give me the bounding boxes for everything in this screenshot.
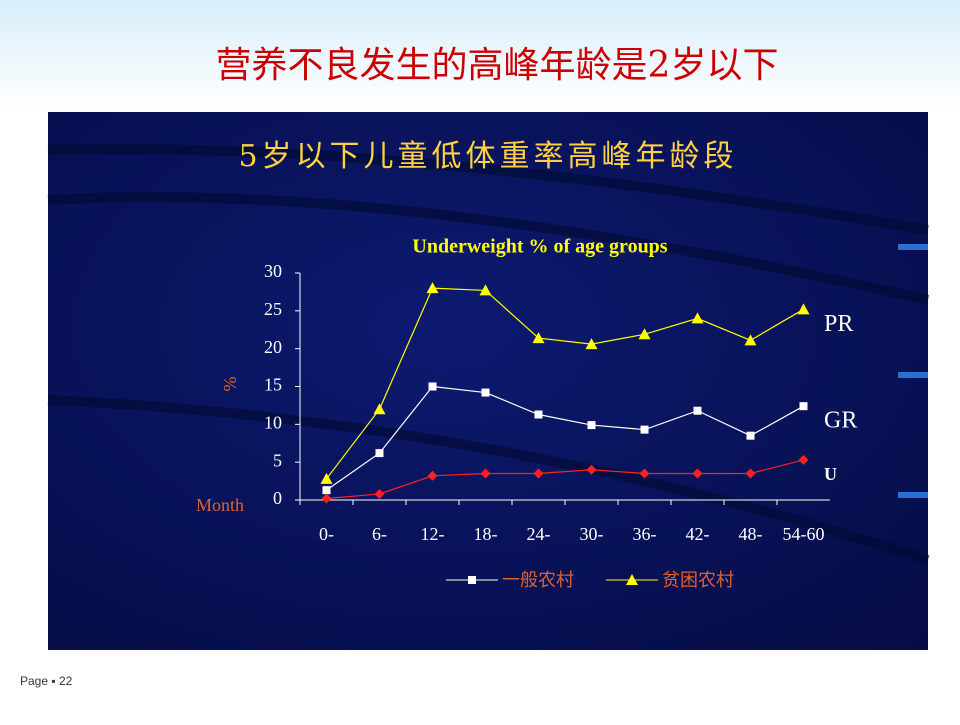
data-point xyxy=(322,486,331,495)
legend-marker xyxy=(468,576,476,584)
x-tick-label: 6- xyxy=(372,524,387,544)
data-point xyxy=(321,493,332,504)
series-line xyxy=(326,459,804,500)
data-point xyxy=(798,454,809,465)
y-tick-label: 30 xyxy=(264,261,282,281)
series-end-label: GR xyxy=(824,408,857,434)
y-tick-label: 5 xyxy=(273,450,282,470)
data-point xyxy=(639,468,650,479)
x-tick-label: 36- xyxy=(633,524,657,544)
x-tick-label: 42- xyxy=(686,524,710,544)
legend-marker xyxy=(626,574,638,585)
x-tick-label: 48- xyxy=(739,524,763,544)
series-end-label: PR xyxy=(824,311,853,337)
data-point xyxy=(640,425,649,434)
series-line xyxy=(326,385,804,491)
data-point xyxy=(320,472,333,484)
data-point xyxy=(374,488,385,499)
banner xyxy=(0,0,960,110)
data-point xyxy=(533,468,544,479)
data-point xyxy=(480,468,491,479)
y-tick-label: 0 xyxy=(273,488,282,508)
x-tick-label: 12- xyxy=(421,524,445,544)
y-axis-label: % xyxy=(220,377,240,392)
data-point xyxy=(373,403,386,415)
legend-label: 一般农村 xyxy=(502,570,574,590)
data-point xyxy=(692,468,703,479)
y-tick-label: 15 xyxy=(264,375,282,395)
y-tick-label: 20 xyxy=(264,337,282,357)
chart-title: Underweight % of age groups xyxy=(412,236,667,258)
x-tick-label: 54-60 xyxy=(783,524,825,544)
data-point xyxy=(799,402,808,411)
page-number: Page ▪ 22 xyxy=(20,674,73,688)
slide-title: 营养不良发生的高峰年龄是2岁以下 xyxy=(216,45,779,86)
data-point xyxy=(426,282,439,294)
legend-label: 贫困农村 xyxy=(662,570,734,590)
data-point xyxy=(375,449,384,458)
data-point xyxy=(797,303,810,315)
panel-header: 5岁以下儿童低体重率高峰年龄段 xyxy=(238,139,737,174)
data-point xyxy=(693,406,702,415)
y-tick-label: 10 xyxy=(264,412,282,432)
x-tick-label: 18- xyxy=(474,524,498,544)
data-point xyxy=(428,382,437,391)
x-tick-label: 30- xyxy=(580,524,604,544)
data-point xyxy=(586,464,597,475)
data-point xyxy=(479,284,492,296)
data-point xyxy=(481,388,490,397)
side-marks xyxy=(898,244,928,498)
data-point xyxy=(638,328,651,340)
chart: Underweight % of age groups 0 5 10 15 20 25 30%… xyxy=(196,236,857,590)
x-tick-label: 0- xyxy=(319,524,334,544)
data-point xyxy=(691,312,704,324)
y-tick-label: 25 xyxy=(264,299,282,319)
x-axis-label: Month xyxy=(196,495,244,515)
series-end-label: U xyxy=(824,464,837,484)
data-point xyxy=(532,332,545,344)
data-point xyxy=(587,421,596,430)
data-point xyxy=(745,468,756,479)
data-point xyxy=(746,431,755,440)
data-point xyxy=(744,334,757,346)
data-point xyxy=(534,410,543,419)
x-tick-label: 24- xyxy=(527,524,551,544)
series-line xyxy=(326,287,804,480)
panel-swooshes xyxy=(47,144,930,565)
data-point xyxy=(427,470,438,481)
data-point xyxy=(585,338,598,350)
